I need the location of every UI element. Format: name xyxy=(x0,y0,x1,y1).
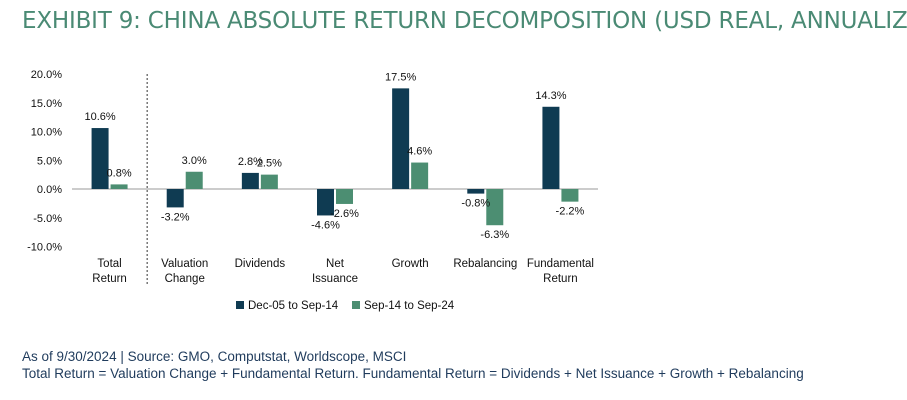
data-label: 2.5% xyxy=(257,158,282,170)
bar-series2 xyxy=(561,189,579,202)
legend-label-series1: Dec-05 to Sep-14 xyxy=(248,300,339,312)
axis-layer: 20.0% 15.0% 10.0% 5.0% 0.0% -5.0% -10.0% xyxy=(27,69,598,285)
bar-series1 xyxy=(91,128,109,189)
bar-series1 xyxy=(542,106,560,189)
category-labels-layer: Total Return Valuation Change Dividends Net Is… xyxy=(92,258,594,285)
bar-series1 xyxy=(392,88,410,189)
bar-series2 xyxy=(185,171,203,189)
category-label: Total xyxy=(97,258,121,270)
category-label: Valuation xyxy=(161,258,208,270)
category-label: Return xyxy=(543,273,578,285)
category-label: Growth xyxy=(392,258,429,270)
bar-series2 xyxy=(260,174,278,189)
data-label: -4.6% xyxy=(311,219,340,231)
legend: Dec-05 to Sep-14 Sep-14 to Sep-24 xyxy=(236,300,455,312)
legend-swatch-series2 xyxy=(352,301,360,309)
data-label: 2.8% xyxy=(238,156,263,168)
category-label: Return xyxy=(92,273,127,285)
data-label: 14.3% xyxy=(535,90,566,102)
category-label: Issuance xyxy=(312,273,358,285)
data-label: 0.8% xyxy=(107,167,132,179)
category-label: Change xyxy=(165,273,205,285)
bar-series2 xyxy=(411,162,429,189)
bars-layer xyxy=(91,88,579,226)
formula-note: Total Return = Valuation Change + Fundam… xyxy=(22,366,804,381)
bar-series2 xyxy=(336,189,353,204)
bar-series1 xyxy=(467,189,485,194)
bar-series1 xyxy=(317,189,334,216)
data-label: -0.8% xyxy=(461,198,490,210)
footer: As of 9/30/2024 | Source: GMO, Computsta… xyxy=(22,348,804,382)
chart-title: EXHIBIT 9: CHINA ABSOLUTE RETURN DECOMPO… xyxy=(22,8,907,34)
y-tick-label: -5.0% xyxy=(33,213,62,225)
data-labels-layer: 10.6% 0.8% -3.2% 3.0% 2.8%2.5% -4.6%-2.6% 17.5… xyxy=(84,71,584,241)
data-label: 10.6% xyxy=(84,111,115,123)
y-tick-label: 20.0% xyxy=(31,69,62,81)
bar-series1 xyxy=(166,189,184,208)
data-label: 4.6% xyxy=(407,146,432,158)
y-tick-label: 15.0% xyxy=(31,98,62,110)
bar-series2 xyxy=(110,184,128,189)
category-label: Fundamental xyxy=(527,258,594,270)
category-label: Net xyxy=(326,258,345,270)
data-label: 17.5% xyxy=(385,71,416,83)
source-note: As of 9/30/2024 | Source: GMO, Computsta… xyxy=(22,349,407,364)
category-label: Rebalancing xyxy=(453,258,517,270)
legend-swatch-series1 xyxy=(236,301,244,309)
y-tick-label: 0.0% xyxy=(37,184,62,196)
bar-series1 xyxy=(241,172,259,189)
bar-series2 xyxy=(486,189,504,226)
category-label: Dividends xyxy=(235,258,286,270)
data-label: -3.2% xyxy=(161,211,190,223)
y-tick-label: 5.0% xyxy=(37,155,62,167)
data-label: -2.2% xyxy=(556,206,585,218)
legend-label-series2: Sep-14 to Sep-24 xyxy=(364,300,455,312)
y-tick-label: 10.0% xyxy=(31,127,62,139)
bar-chart: 20.0% 15.0% 10.0% 5.0% 0.0% -5.0% -10.0% 10.6%… xyxy=(27,69,598,312)
data-label: -2.6% xyxy=(330,208,359,220)
data-label: -6.3% xyxy=(480,229,509,241)
y-tick-label: -10.0% xyxy=(27,242,62,254)
data-label: 3.0% xyxy=(182,155,207,167)
